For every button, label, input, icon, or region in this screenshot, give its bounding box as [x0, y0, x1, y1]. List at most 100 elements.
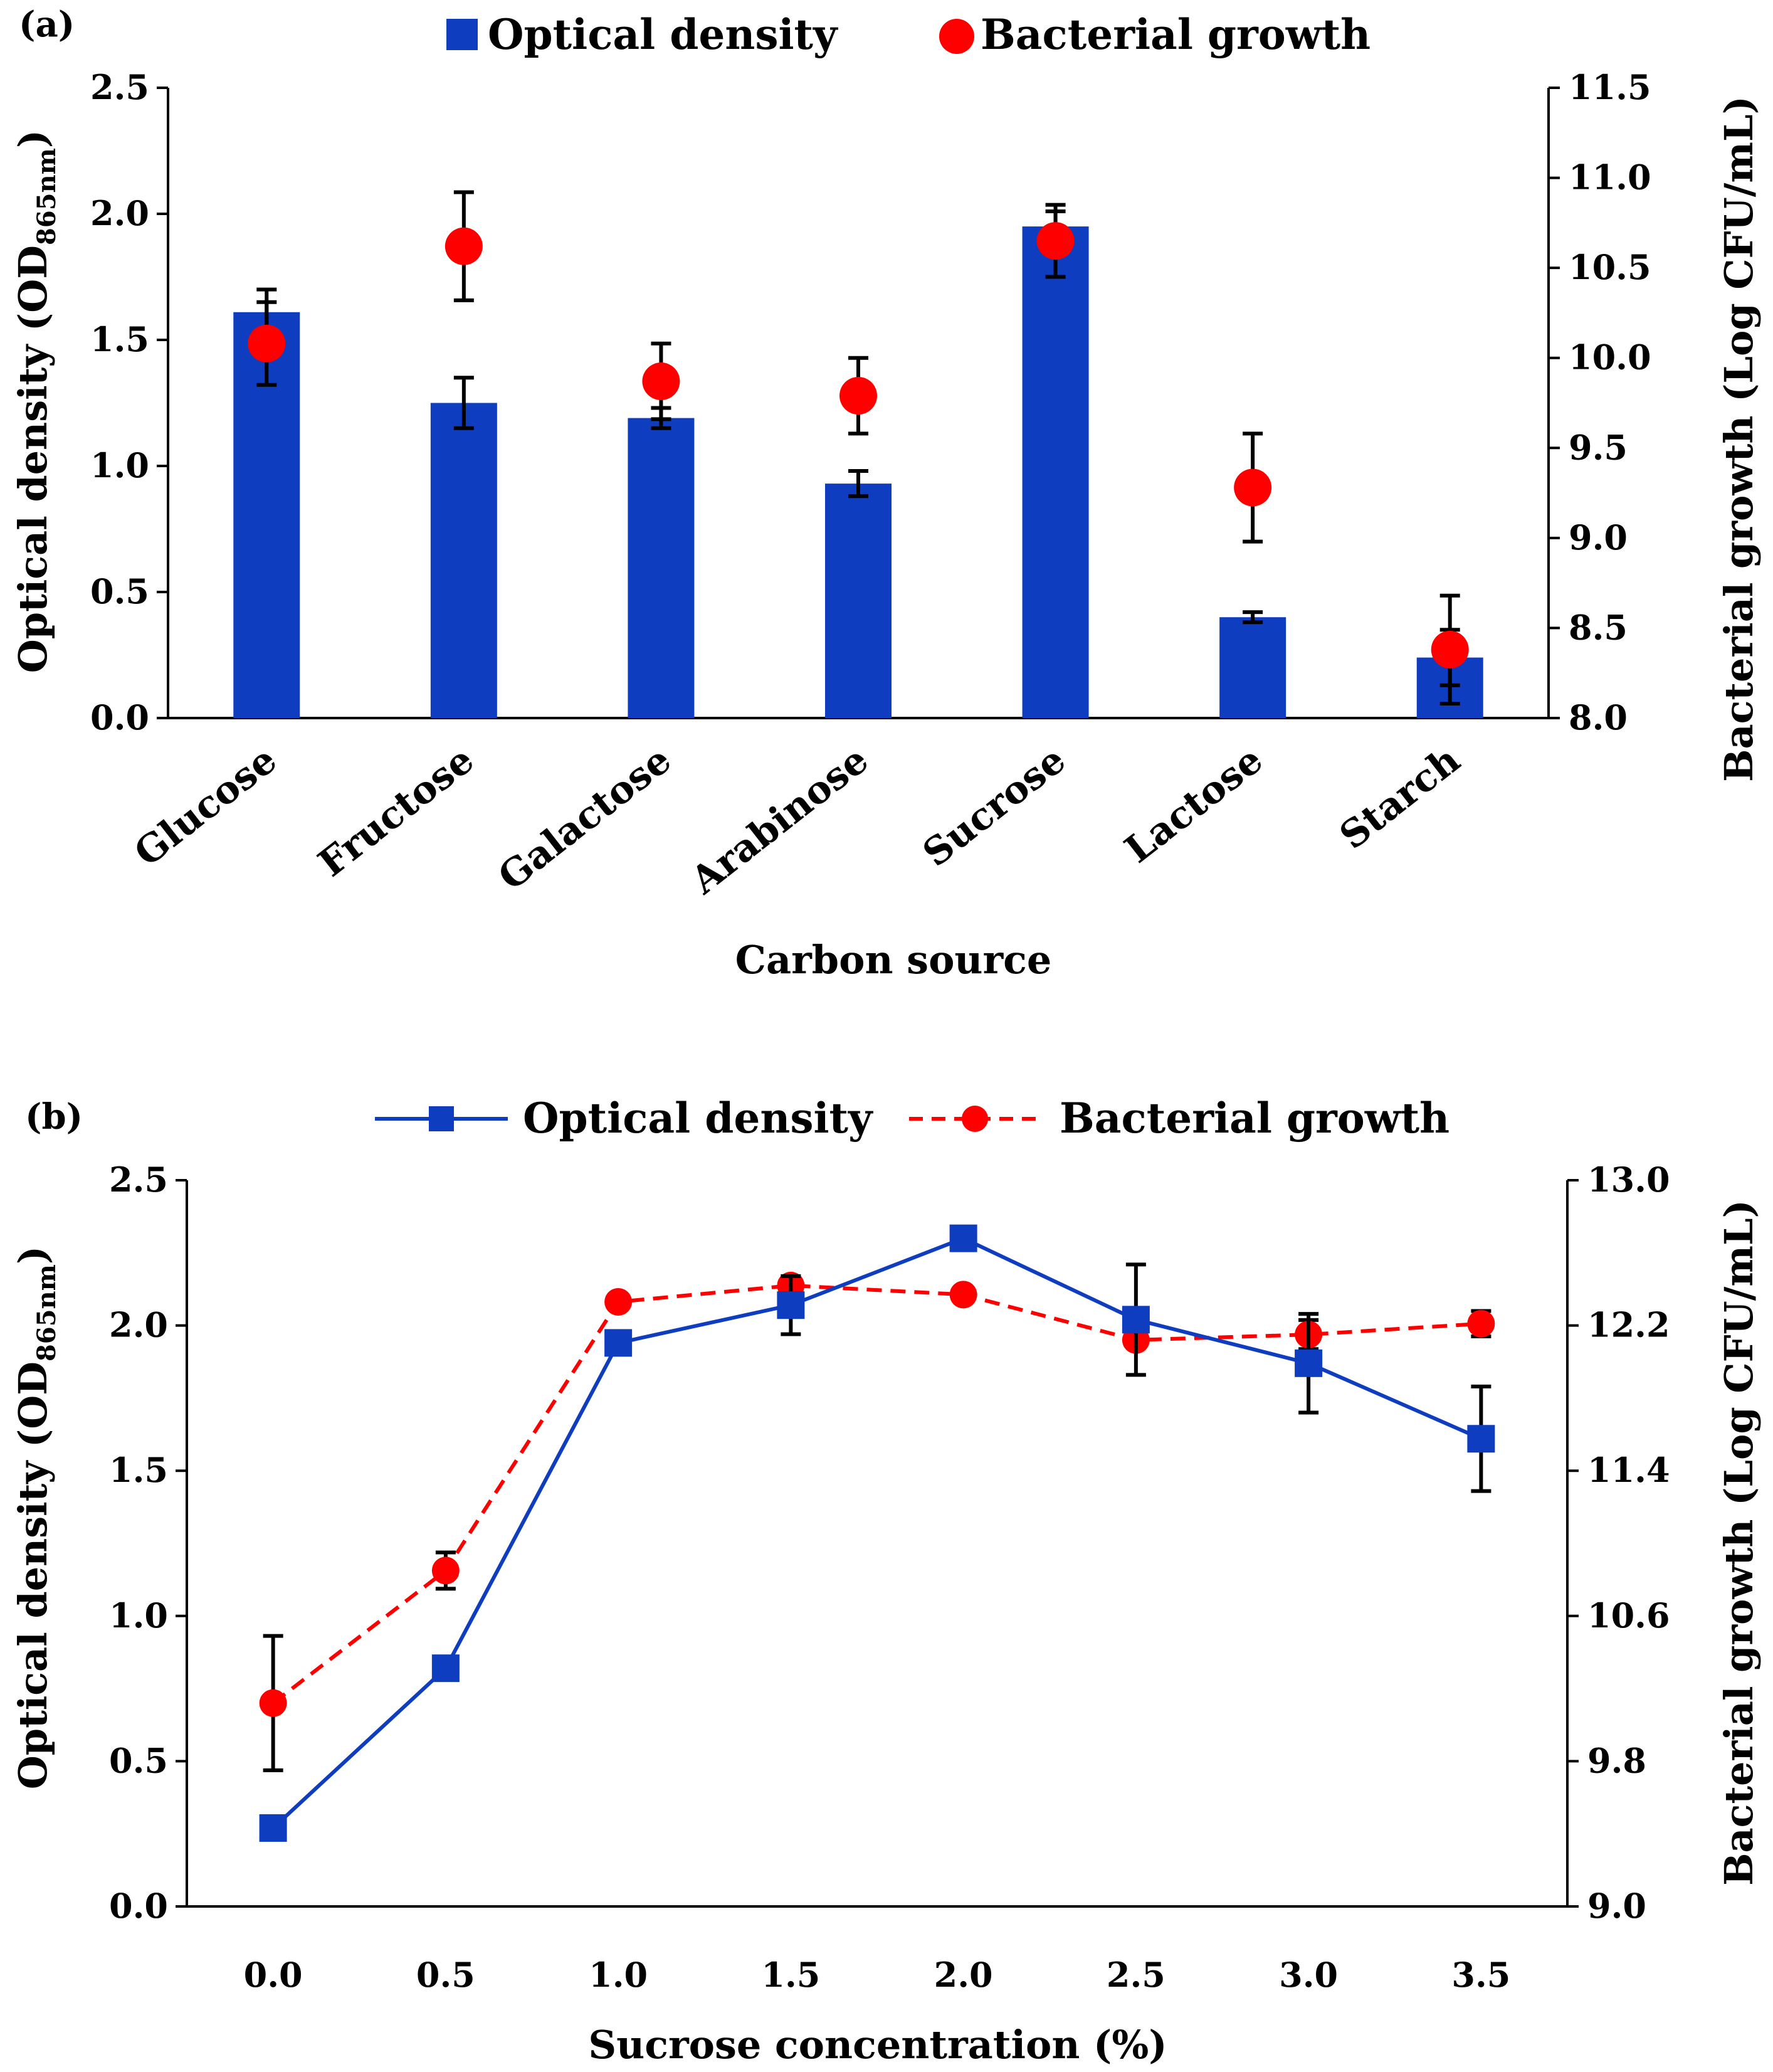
panel-b-right-tick-label: 12.2: [1587, 1305, 1670, 1345]
panel-b-right-ticks: 9.0 9.8 10.6 11.4 12.2 13.0: [1567, 1160, 1670, 1926]
panel-a-left-tick-label: 2.5: [90, 67, 149, 107]
panel-a-ylabel-left-sub: 865nm: [32, 148, 61, 245]
panel-b-x-tick-label: 3.5: [1451, 1955, 1510, 1995]
category-label-galactose: Galactose: [490, 738, 680, 899]
panel-b-x-tick-label: 0.5: [416, 1955, 475, 1995]
legend-a-bar-swatch: [446, 19, 478, 50]
growth-point-4: [949, 1281, 977, 1309]
od-point-4: [949, 1224, 977, 1252]
growth-point-sucrose: [1036, 222, 1075, 260]
panel-a-ylabel-right: Bacterial growth (Log CFU/mL): [1716, 96, 1762, 782]
panel-b-left-tick-label: 2.0: [109, 1305, 168, 1345]
bar-fructose: [430, 403, 497, 718]
panel-a-right-tick-label: 11.5: [1569, 67, 1651, 107]
panel-b-od-series: [259, 1224, 1495, 1842]
growth-point-arabinose: [839, 377, 877, 415]
bar-galactose: [628, 418, 695, 718]
category-label-starch: Starch: [1332, 738, 1468, 859]
growth-point-glucose: [248, 324, 286, 362]
panel-a-right-tick-label: 10.0: [1569, 337, 1651, 378]
panel-b-x-ticks: 0.0 0.5 1.0 1.5 2.0 2.5 3.0 3.5: [244, 1955, 1511, 1995]
growth-point-1: [431, 1557, 460, 1585]
panel-b-ylabel-left-sub: 865nm: [32, 1264, 61, 1361]
panel-a-ylabel-left-main: Optical density (OD: [10, 245, 56, 673]
category-label-arabinose: Arabinose: [682, 738, 876, 903]
panel-a-right-tick-label: 11.0: [1569, 157, 1651, 198]
panel-b-ylabel-left-main: Optical density (OD: [10, 1361, 56, 1789]
panel-b-left-tick-label: 0.5: [109, 1740, 168, 1780]
panel-b-x-tick-label: 2.5: [1107, 1955, 1165, 1995]
panel-b: (b) Optical density Bacterial growth 0.0…: [10, 1094, 1762, 2068]
legend-b-line2-marker: [962, 1106, 988, 1132]
legend-b-line2-label: Bacterial growth: [1060, 1094, 1449, 1143]
category-label-lactose: Lactose: [1117, 738, 1271, 872]
panel-b-right-tick-label: 11.4: [1587, 1450, 1670, 1490]
category-label-fructose: Fructose: [310, 738, 482, 886]
panel-a-right-tick-label: 9.5: [1569, 427, 1628, 467]
panel-a-right-ticks: 8.0 8.5 9.0 9.5 10.0 10.5 11.0 11.5: [1549, 67, 1651, 737]
od-point-7: [1467, 1425, 1495, 1453]
panel-b-ylabel-left: Optical density (OD865nm): [10, 1246, 61, 1790]
od-point-3: [777, 1291, 805, 1319]
bar-sucrose: [1022, 226, 1089, 719]
panel-b-ylabel-left-end: ): [10, 1246, 56, 1264]
growth-line: [271, 1283, 1481, 1705]
growth-point-fructose: [445, 227, 483, 265]
panel-b-ylabel-right: Bacterial growth (Log CFU/mL): [1716, 1200, 1762, 1886]
panel-a-legend: Optical density Bacterial growth: [446, 10, 1371, 59]
legend-a-dot-swatch: [939, 19, 974, 54]
growth-point-7: [1467, 1309, 1495, 1338]
panel-b-x-tick-label: 2.0: [934, 1955, 993, 1995]
growth-point-galactose: [642, 362, 680, 401]
panel-a-bars: [233, 209, 1483, 719]
panel-b-x-tick-label: 0.0: [244, 1955, 303, 1995]
growth-point-2: [604, 1287, 633, 1316]
panel-b-right-tick-label: 9.0: [1587, 1886, 1646, 1926]
panel-a-left-tick-label: 0.5: [90, 571, 149, 611]
od-point-1: [431, 1654, 460, 1683]
legend-a-dot-label: Bacterial growth: [981, 10, 1371, 59]
panel-b-x-tick-label: 1.5: [761, 1955, 820, 1995]
panel-b-left-ticks: 0.0 0.5 1.0 1.5 2.0 2.5: [109, 1160, 187, 1926]
panel-a-ylabel-left: Optical density (OD865nm): [10, 130, 61, 674]
panel-a-left-tick-label: 1.0: [90, 445, 149, 485]
panel-a-dots: [248, 190, 1469, 706]
panel-b-label: (b): [25, 1096, 83, 1138]
od-point-0: [259, 1814, 287, 1842]
panel-a-category-labels: Glucose Fructose Galactose Arabinose Sucrose…: [127, 738, 1468, 903]
panel-a: (a) Optical density Bacterial growth 0.0…: [10, 4, 1762, 983]
panel-a-right-tick-label: 8.0: [1569, 697, 1628, 737]
panel-b-right-tick-label: 9.8: [1587, 1740, 1646, 1780]
od-point-5: [1122, 1306, 1150, 1334]
panel-b-x-tick-label: 3.0: [1279, 1955, 1338, 1995]
growth-point-0: [259, 1689, 287, 1717]
growth-point-starch: [1431, 630, 1469, 669]
legend-b-line1-label: Optical density: [523, 1094, 873, 1143]
legend-b-line1-marker: [429, 1106, 454, 1131]
od-point-2: [604, 1329, 633, 1357]
panel-a-label: (a): [19, 4, 75, 45]
panel-b-legend: Optical density Bacterial growth: [375, 1094, 1449, 1143]
category-label-sucrose: Sucrose: [915, 738, 1074, 876]
panel-b-xlabel: Sucrose concentration (%): [588, 2022, 1167, 2068]
panel-b-x-tick-label: 1.0: [589, 1955, 648, 1995]
bar-lactose: [1219, 617, 1286, 718]
category-label-glucose: Glucose: [127, 738, 285, 875]
panel-a-left-ticks: 0.0 0.5 1.0 1.5 2.0 2.5: [90, 67, 168, 737]
od-line: [271, 1236, 1482, 1830]
panel-a-ylabel-left-end: ): [10, 130, 56, 148]
panel-b-left-tick-label: 0.0: [109, 1886, 168, 1926]
panel-a-xlabel: Carbon source: [735, 937, 1052, 983]
panel-b-growth-series: [259, 1271, 1495, 1772]
panel-a-left-tick-label: 0.0: [90, 697, 149, 737]
bar-arabinose: [825, 484, 892, 718]
od-point-6: [1295, 1349, 1323, 1377]
growth-point-lactose: [1234, 468, 1272, 507]
panel-a-right-tick-label: 9.0: [1569, 517, 1628, 558]
panel-a-right-tick-label: 8.5: [1569, 607, 1628, 647]
panel-b-left-tick-label: 1.5: [109, 1450, 168, 1490]
panel-b-left-tick-label: 1.0: [109, 1595, 168, 1636]
panel-b-left-tick-label: 2.5: [109, 1160, 168, 1200]
legend-a-bar-label: Optical density: [488, 10, 838, 59]
